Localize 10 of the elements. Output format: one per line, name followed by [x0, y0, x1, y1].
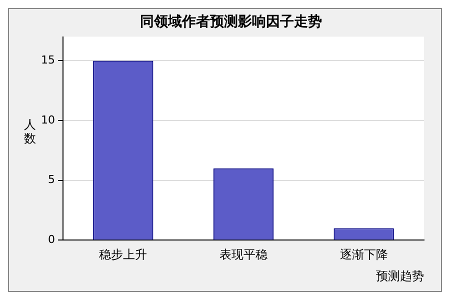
- y-tick-label: 5: [48, 173, 55, 186]
- chart-title: 同领域作者预测影响因子走势: [140, 14, 322, 30]
- y-tick-label: 10: [40, 113, 55, 126]
- y-axis-title: 人数: [24, 118, 36, 146]
- x-axis-title: 预测趋势: [376, 268, 424, 283]
- x-tick-label: 表现平稳: [220, 248, 268, 262]
- x-tick-label: 稳步上升: [99, 248, 148, 262]
- x-tick-label: 逐渐下降: [340, 248, 388, 262]
- y-tick-label: 15: [40, 54, 55, 67]
- y-tick-label: 0: [48, 233, 55, 246]
